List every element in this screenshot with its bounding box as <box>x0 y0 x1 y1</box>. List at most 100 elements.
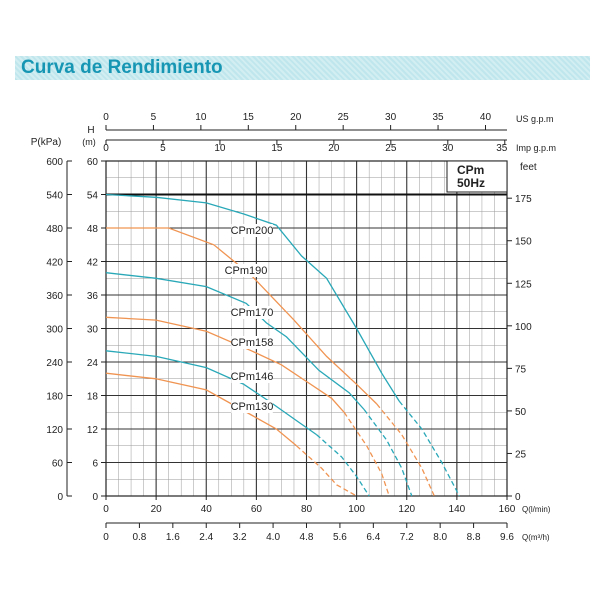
q-m3h-tick-label: 5.6 <box>333 532 347 543</box>
q-m3h-tick-label: 1.6 <box>166 532 180 543</box>
q-m3h-tick-label: 4.0 <box>266 532 280 543</box>
q-lmin-tick-label: 100 <box>348 504 365 515</box>
us-gpm-axis-label: US g.p.m <box>516 114 554 124</box>
pressure-tick-label: 0 <box>57 492 63 503</box>
imp-gpm-tick-label: 20 <box>328 143 340 154</box>
imp-gpm-tick-label: 25 <box>385 143 397 154</box>
imp-gpm-tick-label: 5 <box>160 143 166 154</box>
feet-tick-label: 0 <box>515 492 521 503</box>
feet-tick-label: 125 <box>515 279 532 290</box>
pressure-tick-label: 300 <box>46 325 63 336</box>
imp-gpm-axis-label: Imp g.p.m <box>516 143 556 153</box>
us-gpm-tick-label: 35 <box>432 112 444 123</box>
q-m3h-tick-label: 4.8 <box>300 532 314 543</box>
curve-label-bg <box>231 336 273 349</box>
q-lmin-tick-label: 160 <box>499 504 516 515</box>
model-frequency: 50Hz <box>457 176 485 190</box>
curve-cpm158 <box>105 316 345 413</box>
curve-label-bg <box>231 306 273 319</box>
head-tick-label: 18 <box>87 392 99 403</box>
feet-tick-label: 25 <box>515 449 527 460</box>
q-lmin-tick-label: 0 <box>103 504 109 515</box>
q-lmin-tick-label: 40 <box>201 504 213 515</box>
q-lmin-tick-label: 80 <box>301 504 313 515</box>
curve-label: CPm158 <box>231 337 274 349</box>
q-m3h-tick-label: 2.4 <box>199 532 213 543</box>
curve-label: CPm170 <box>231 307 274 319</box>
feet-tick-label: 150 <box>515 237 532 248</box>
curve-cpm130-dashed <box>296 445 357 497</box>
pressure-tick-label: 420 <box>46 258 63 269</box>
feet-tick-label: 100 <box>515 322 532 333</box>
pressure-tick-label: 600 <box>46 157 63 168</box>
curve-label: CPm200 <box>231 225 274 237</box>
pressure-tick-label: 60 <box>52 459 64 470</box>
imp-gpm-tick-label: 30 <box>442 143 454 154</box>
us-gpm-tick-label: 30 <box>385 112 397 123</box>
curve-label: CPm146 <box>231 371 274 383</box>
imp-gpm-tick-label: 10 <box>214 143 226 154</box>
q-lmin-axis-label: Q(l/min) <box>522 505 551 514</box>
curve-cpm146-dashed <box>316 434 370 497</box>
axes: 06121824303642485460H(m)0601201802403003… <box>31 112 556 543</box>
curve-label: CPm190 <box>225 265 268 277</box>
head-tick-label: 48 <box>87 224 99 235</box>
title-banner: Curva de Rendimiento <box>15 56 590 80</box>
q-m3h-tick-label: 0.8 <box>132 532 146 543</box>
pressure-tick-label: 360 <box>46 291 63 302</box>
us-gpm-tick-label: 25 <box>338 112 350 123</box>
q-lmin-tick-label: 140 <box>449 504 466 515</box>
q-lmin-tick-label: 120 <box>398 504 415 515</box>
us-gpm-tick-label: 15 <box>243 112 255 123</box>
pressure-axis-label: P(kPa) <box>31 137 62 148</box>
q-lmin-tick-label: 60 <box>251 504 263 515</box>
curve-cpm170 <box>105 272 365 410</box>
head-tick-label: 42 <box>87 258 99 269</box>
curve-cpm146 <box>105 350 317 436</box>
curve-label-bg <box>225 264 267 277</box>
head-tick-label: 0 <box>92 492 98 503</box>
q-m3h-tick-label: 8.8 <box>467 532 481 543</box>
curve-label-bg <box>231 370 273 383</box>
head-axis-label: H <box>87 125 94 136</box>
q-m3h-tick-label: 9.6 <box>500 532 514 543</box>
pressure-tick-label: 540 <box>46 191 63 202</box>
head-tick-label: 12 <box>87 425 99 436</box>
q-m3h-axis-label: Q(m³/h) <box>522 533 550 542</box>
curve-label-bg <box>231 400 273 413</box>
q-m3h-tick-label: 0 <box>103 532 109 543</box>
model-box <box>446 160 508 193</box>
curve-cpm190-dashed <box>376 403 435 497</box>
q-m3h-tick-label: 6.4 <box>366 532 380 543</box>
curve-cpm158-dashed <box>343 411 390 497</box>
curves <box>105 193 460 497</box>
us-gpm-tick-label: 40 <box>480 112 492 123</box>
curve-cpm200-dashed <box>398 400 460 497</box>
head-tick-label: 54 <box>87 191 99 202</box>
q-m3h-tick-label: 8.0 <box>433 532 447 543</box>
pressure-tick-label: 240 <box>46 358 63 369</box>
pressure-tick-label: 480 <box>46 224 63 235</box>
curve-cpm130 <box>105 372 297 447</box>
imp-gpm-tick-label: 35 <box>496 143 508 154</box>
pressure-tick-label: 120 <box>46 425 63 436</box>
q-m3h-tick-label: 7.2 <box>400 532 414 543</box>
feet-tick-label: 50 <box>515 407 527 418</box>
head-axis-unit: (m) <box>82 137 96 147</box>
q-m3h-tick-label: 3.2 <box>233 532 247 543</box>
us-gpm-tick-label: 10 <box>195 112 207 123</box>
head-tick-label: 6 <box>92 459 98 470</box>
grid <box>105 160 508 497</box>
feet-tick-label: 75 <box>515 364 527 375</box>
us-gpm-tick-label: 20 <box>290 112 302 123</box>
us-gpm-tick-label: 0 <box>103 112 109 123</box>
model-name: CPm <box>457 163 484 177</box>
q-lmin-tick-label: 20 <box>151 504 163 515</box>
pressure-tick-label: 180 <box>46 392 63 403</box>
head-tick-label: 24 <box>87 358 99 369</box>
head-tick-label: 36 <box>87 291 99 302</box>
chart-title: Curva de Rendimiento <box>21 57 223 78</box>
curve-label: CPm130 <box>231 401 274 413</box>
